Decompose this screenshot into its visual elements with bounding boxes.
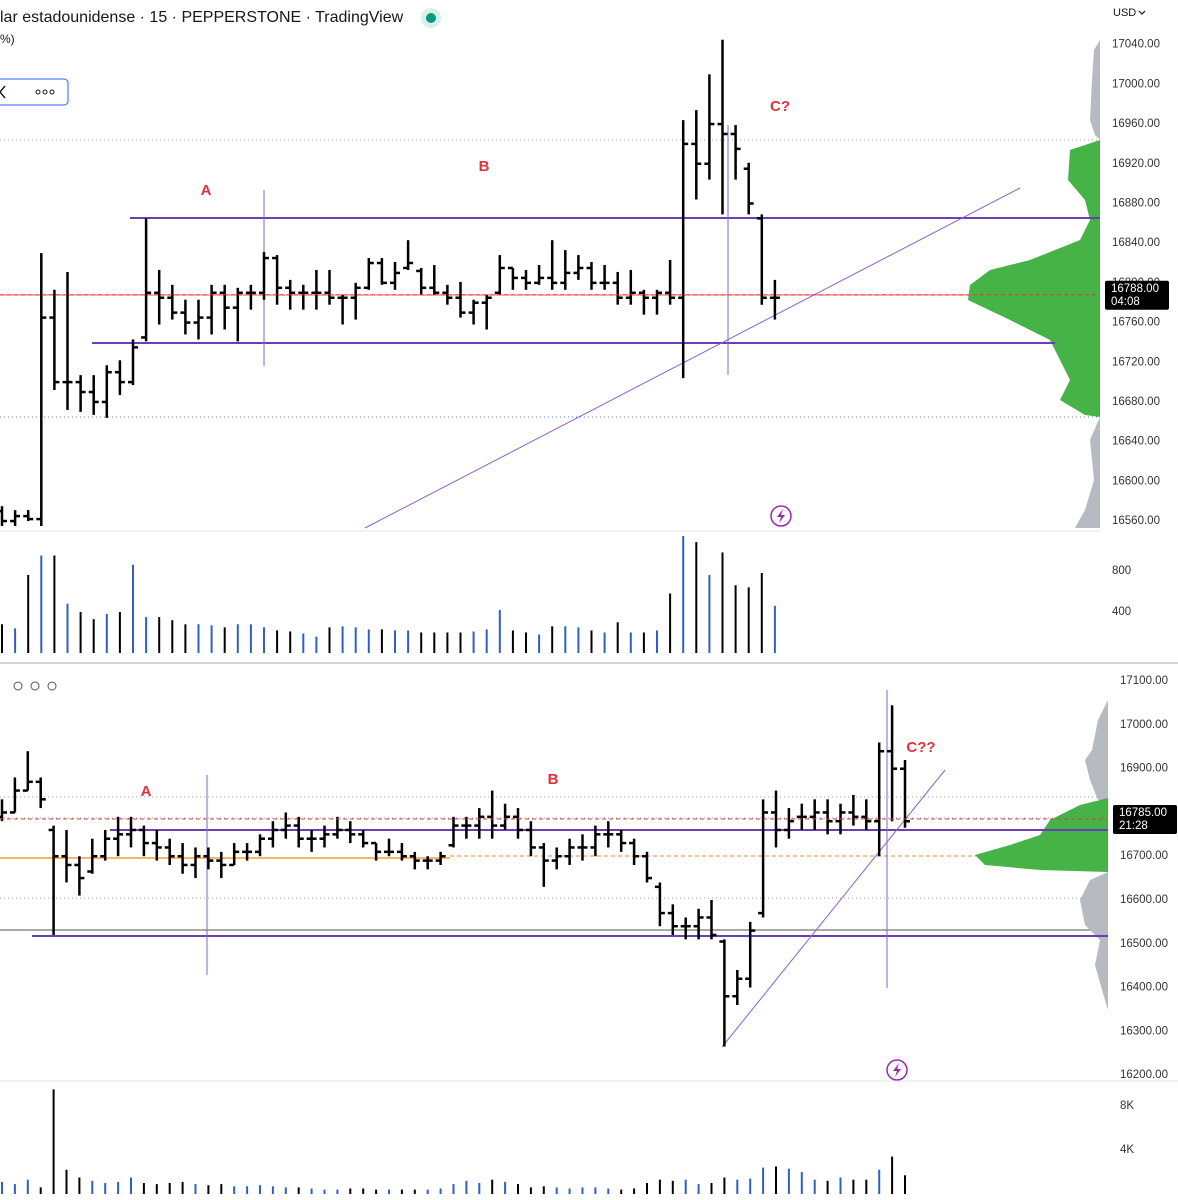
y-tick-label: 16700.00 — [1120, 850, 1168, 862]
annotation: A — [201, 182, 212, 199]
alert-bolt — [777, 509, 785, 523]
y-tick-label: 16840.00 — [1112, 237, 1160, 249]
annotation: C?? — [906, 739, 935, 756]
annotation: C? — [770, 98, 790, 115]
y-tick-label: 17000.00 — [1112, 78, 1160, 90]
hidden-icons — [13, 681, 57, 691]
alert-bolt — [893, 1063, 901, 1077]
bottom-drawings: A B C?? — [0, 690, 1108, 1081]
alert-icon[interactable] — [886, 1059, 908, 1081]
header-subtitle: %) — [0, 32, 15, 46]
trend-line — [721, 769, 946, 1048]
eye-off-icon[interactable] — [13, 681, 23, 691]
volume-profile-green — [968, 140, 1100, 417]
y-tick-label: 16600.00 — [1112, 475, 1160, 487]
volume-tick-label: 4K — [1120, 1144, 1134, 1156]
countdown: 21:28 — [1119, 820, 1148, 832]
y-tick-label: 16200.00 — [1120, 1069, 1168, 1081]
last-price-tag — [1113, 805, 1177, 835]
header-title: lar estadounidense · 15 · PEPPERSTONE · … — [0, 9, 404, 26]
y-tick-label: 16500.00 — [1120, 938, 1168, 950]
y-tick-label: 16920.00 — [1112, 158, 1160, 170]
annotation: B — [548, 771, 559, 788]
y-tick-label: 17000.00 — [1120, 719, 1168, 731]
y-tick-label: 16720.00 — [1112, 356, 1160, 368]
y-tick-label: 16400.00 — [1120, 982, 1168, 994]
last-price-label: 16788.00 — [1111, 283, 1159, 295]
annotation: B — [479, 158, 490, 175]
y-tick-label: 17040.00 — [1112, 39, 1160, 51]
eye-off-icon[interactable] — [47, 681, 57, 691]
currency-caret — [1138, 10, 1146, 15]
volume-profile-gray — [1085, 700, 1108, 800]
y-tick-label: 17100.00 — [1120, 675, 1168, 687]
volume-tick-label: 400 — [1112, 606, 1131, 618]
volume-tick-label: 8K — [1120, 1100, 1134, 1112]
status-dot — [426, 13, 436, 23]
y-tick-label: 16880.00 — [1112, 197, 1160, 209]
y-tick-label: 16600.00 — [1120, 894, 1168, 906]
toolbar-dot — [49, 89, 55, 95]
toolbar-box[interactable] — [0, 78, 69, 106]
eye-off-icon[interactable] — [30, 681, 40, 691]
top-drawings: A B C? — [0, 40, 1100, 529]
toolbar-dot — [35, 89, 41, 95]
y-tick-label: 16680.00 — [1112, 396, 1160, 408]
currency[interactable]: USD — [1113, 7, 1136, 19]
y-tick-label: 16640.00 — [1112, 436, 1160, 448]
toolbar-dot — [42, 89, 48, 95]
y-tick-label: 16560.00 — [1112, 515, 1160, 527]
y-tick-label: 16760.00 — [1112, 317, 1160, 329]
alert-icon[interactable] — [770, 505, 792, 527]
toolbar-icon — [0, 85, 6, 99]
y-tick-label: 16300.00 — [1120, 1025, 1168, 1037]
y-tick-label: 16900.00 — [1120, 763, 1168, 775]
y-tick-label: 16960.00 — [1112, 118, 1160, 130]
volume-profile-gray — [1080, 872, 1108, 1010]
annotation: A — [141, 783, 152, 800]
volume-profile-gray — [1075, 417, 1100, 528]
countdown: 04:08 — [1111, 296, 1140, 308]
last-price-label: 16785.00 — [1119, 807, 1167, 819]
volume-profile-gray — [1090, 40, 1100, 140]
last-price-tag — [1105, 280, 1169, 310]
trend-line — [364, 187, 1021, 529]
volume-tick-label: 800 — [1112, 565, 1131, 577]
volume-profile-green — [975, 798, 1108, 872]
